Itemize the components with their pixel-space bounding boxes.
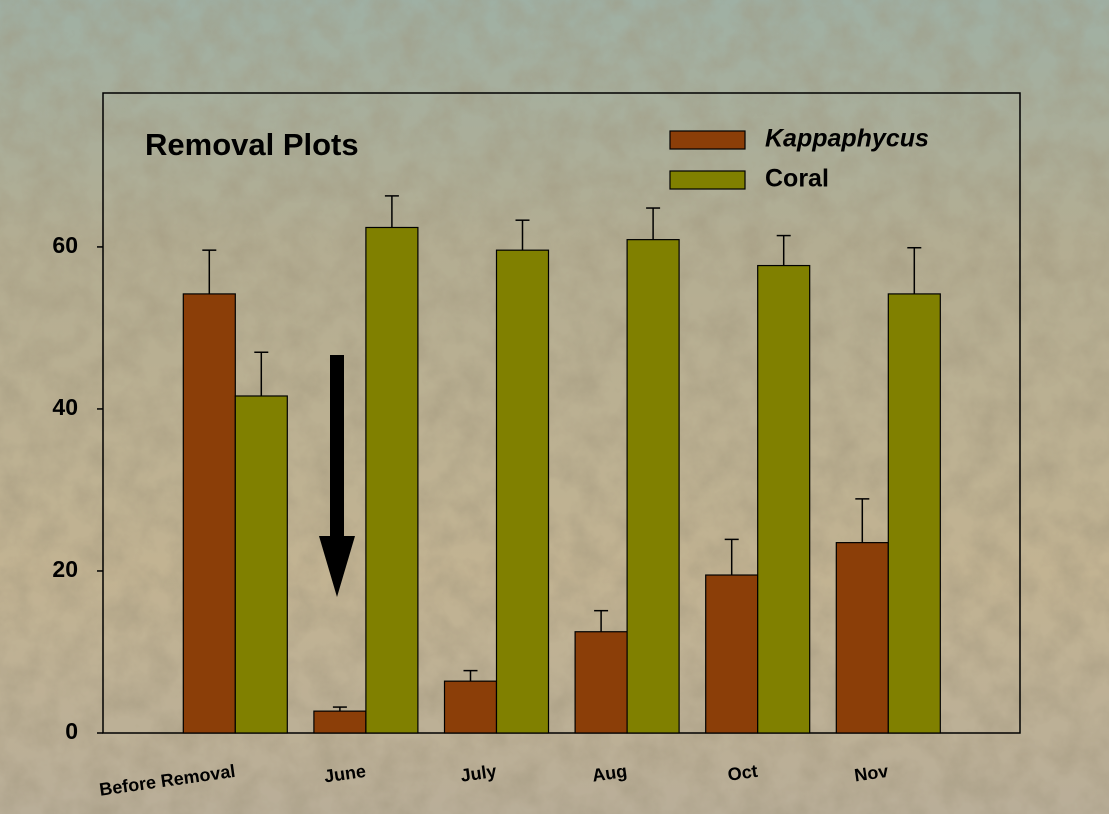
arrow bbox=[319, 355, 355, 597]
plot-frame bbox=[102, 92, 1021, 734]
bar bbox=[626, 239, 680, 734]
y-tick-label: 40 bbox=[52, 394, 78, 420]
y-tick-label: 20 bbox=[52, 556, 78, 582]
bar bbox=[574, 631, 628, 734]
bar bbox=[313, 710, 367, 734]
chart-title: Removal Plots bbox=[145, 127, 359, 162]
bar bbox=[365, 226, 419, 734]
y-tick-label: 60 bbox=[52, 232, 78, 258]
bar bbox=[887, 293, 941, 734]
x-tick-label: Aug bbox=[591, 761, 628, 786]
legend-label: Kappaphycus bbox=[765, 125, 929, 153]
x-tick-label: July bbox=[459, 761, 497, 786]
bar bbox=[234, 395, 288, 734]
bar bbox=[495, 249, 550, 734]
legend-label: Coral bbox=[765, 165, 829, 193]
legend-swatch bbox=[669, 170, 746, 190]
bar bbox=[705, 574, 759, 734]
bar bbox=[757, 264, 811, 734]
x-tick-label: Nov bbox=[853, 761, 889, 786]
bar bbox=[835, 542, 889, 734]
bar bbox=[182, 293, 236, 734]
x-tick-label: Oct bbox=[726, 761, 759, 785]
legend-swatch bbox=[669, 130, 746, 150]
bar bbox=[443, 680, 498, 734]
y-tick-label: 0 bbox=[65, 718, 78, 744]
